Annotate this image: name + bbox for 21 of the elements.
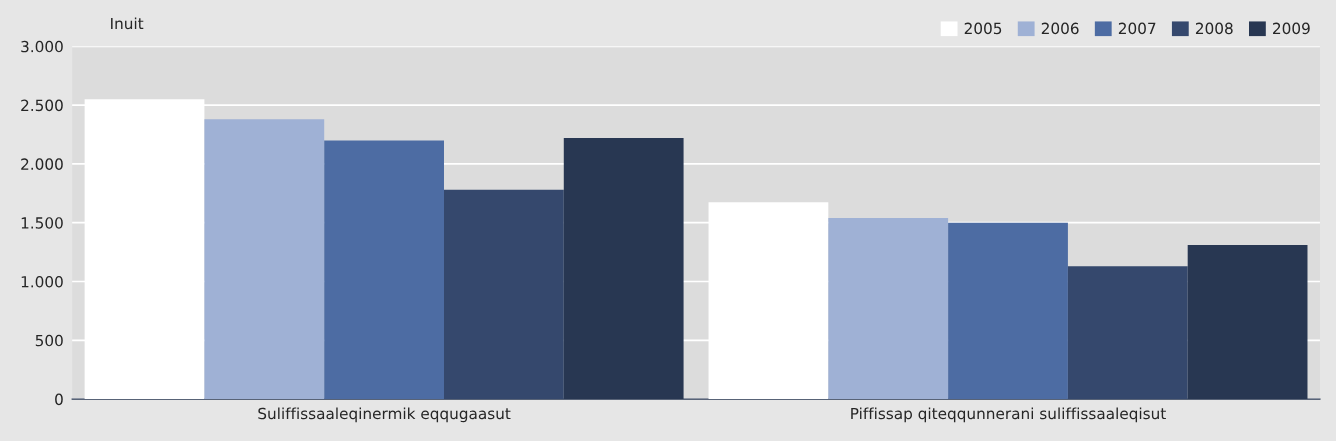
- legend-label: 2008: [1195, 22, 1233, 35]
- bar: [204, 119, 325, 400]
- legend-label: 2005: [964, 22, 1002, 35]
- y-axis-title: Inuit: [111, 17, 144, 30]
- legend-label: 2007: [1118, 22, 1156, 35]
- y-tick-label: 500: [35, 334, 63, 347]
- bar: [828, 218, 949, 400]
- bar: [1067, 266, 1188, 400]
- y-tick-label: 1.500: [21, 217, 63, 229]
- x-tick-label: Suliffissaaleqinermik eqqugaasut: [258, 407, 511, 423]
- legend-label: 2006: [1041, 22, 1079, 35]
- legend-label: 2009: [1273, 22, 1310, 35]
- y-tick-label: 1.000: [21, 275, 63, 288]
- bar: [948, 222, 1068, 400]
- bar: [324, 140, 444, 400]
- y-tick-label: 3.000: [21, 40, 63, 53]
- y-tick-label: 2.000: [21, 158, 63, 170]
- y-tick-label: 0: [55, 393, 63, 406]
- bar: [444, 189, 564, 400]
- y-tick-label: 2.500: [21, 99, 63, 112]
- x-tick-label: Piffissap qiteqqunnerani suliffissaaleqisut: [851, 407, 1166, 423]
